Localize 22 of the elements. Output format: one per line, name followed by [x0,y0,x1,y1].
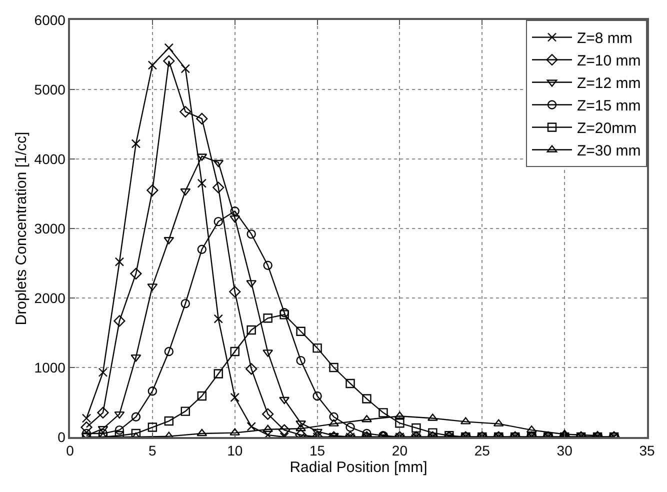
y-axis-title: Droplets Concentration [1/cc] [13,132,30,326]
y-tick-label: 1000 [34,359,66,376]
x-tick-label: 30 [556,442,573,459]
x-axis-title: Radial Position [mm] [290,459,428,476]
legend-label: Z=8 mm [577,30,632,48]
legend-label: Z=10 mm [577,52,641,70]
y-tick-label: 0 [58,428,66,445]
y-tick-label: 5000 [34,81,66,98]
x-tick-label: 10 [227,442,243,459]
legend-label: Z=15 mm [577,98,641,115]
legend-label: Z=12 mm [577,75,641,92]
legend-label: Z=30 mm [577,142,641,160]
x-tick-label: 25 [474,442,490,459]
x-tick-label: 20 [392,442,408,459]
y-tick-label: 6000 [34,12,66,28]
legend-label: Z=20mm [577,120,637,138]
x-tick-label: 35 [639,442,655,459]
x-tick-label: 15 [310,442,326,459]
y-tick-label: 4000 [34,150,66,167]
y-tick-label: 3000 [34,220,66,236]
x-tick-label: 5 [148,442,157,459]
y-tick-label: 2000 [34,290,66,306]
